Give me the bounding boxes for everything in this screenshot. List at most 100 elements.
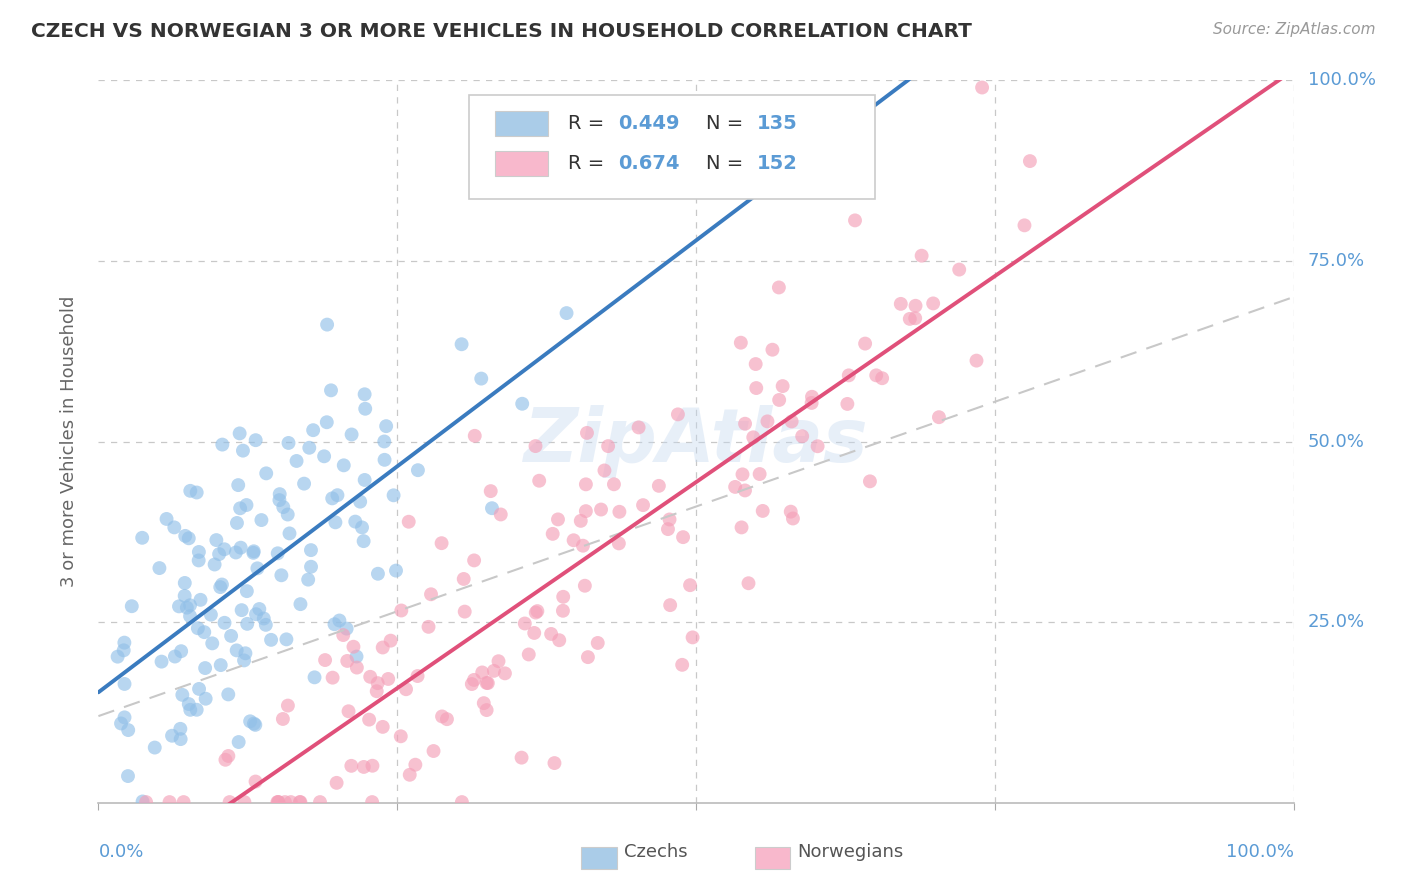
Text: 0.674: 0.674 [619, 153, 679, 173]
Point [245, 774, 267, 789]
Point [870, 371, 893, 385]
Point [314, 653, 336, 667]
Point [167, 599, 190, 614]
Point [737, 576, 759, 591]
Point [346, 649, 368, 664]
Point [373, 434, 395, 449]
Point [551, 604, 574, 618]
Point [214, 542, 236, 557]
Point [204, 558, 226, 572]
Point [745, 381, 768, 395]
Text: Source: ZipAtlas.com: Source: ZipAtlas.com [1212, 22, 1375, 37]
Point [966, 353, 988, 368]
Point [748, 467, 770, 481]
Point [322, 671, 344, 685]
Point [479, 484, 502, 499]
Point [292, 476, 315, 491]
Point [742, 430, 765, 444]
Point [218, 795, 240, 809]
FancyBboxPatch shape [495, 112, 548, 136]
Point [768, 280, 790, 294]
Point [219, 629, 242, 643]
Point [321, 491, 343, 506]
FancyBboxPatch shape [495, 151, 548, 176]
Point [865, 368, 887, 383]
Point [489, 508, 512, 522]
Point [481, 501, 503, 516]
Point [553, 590, 575, 604]
Point [768, 392, 790, 407]
Point [246, 561, 269, 575]
Point [598, 439, 620, 453]
Point [226, 516, 249, 530]
Point [361, 795, 384, 809]
Point [576, 650, 599, 665]
Text: 135: 135 [756, 114, 797, 133]
Point [309, 795, 332, 809]
Point [346, 660, 368, 674]
Point [340, 427, 363, 442]
Point [658, 512, 681, 526]
Point [475, 703, 498, 717]
Point [526, 604, 548, 618]
Point [671, 657, 693, 672]
Point [226, 478, 249, 492]
Point [173, 795, 195, 809]
Point [316, 318, 339, 332]
Point [225, 643, 247, 657]
Point [609, 505, 631, 519]
Point [385, 564, 408, 578]
Point [228, 426, 250, 441]
Point [298, 441, 321, 455]
Point [420, 587, 443, 601]
Point [463, 673, 485, 687]
Text: 0.449: 0.449 [619, 114, 679, 133]
Point [208, 547, 231, 561]
Point [586, 636, 609, 650]
Text: N =: N = [706, 153, 749, 173]
Point [353, 387, 375, 401]
Point [297, 573, 319, 587]
Point [177, 531, 200, 545]
Text: 25.0%: 25.0% [1308, 613, 1365, 632]
Point [730, 520, 752, 534]
Point [160, 729, 183, 743]
Point [382, 488, 405, 502]
Point [169, 722, 191, 736]
Y-axis label: 3 or more Vehicles in Household: 3 or more Vehicles in Household [59, 296, 77, 587]
Point [235, 646, 257, 660]
Point [648, 479, 671, 493]
Point [277, 698, 299, 713]
Point [285, 454, 308, 468]
Point [461, 677, 484, 691]
Point [679, 578, 702, 592]
Point [464, 429, 486, 443]
Point [756, 414, 779, 428]
Point [325, 776, 347, 790]
Text: 50.0%: 50.0% [1308, 433, 1365, 450]
Point [271, 500, 294, 514]
Point [179, 483, 201, 498]
Point [242, 546, 264, 560]
Text: ZipAtlas: ZipAtlas [523, 405, 869, 478]
Point [404, 757, 426, 772]
Point [948, 262, 970, 277]
Point [800, 396, 823, 410]
Point [200, 607, 222, 622]
Point [214, 615, 236, 630]
Point [266, 795, 288, 809]
Point [143, 740, 166, 755]
Point [131, 531, 153, 545]
Point [267, 795, 290, 809]
Point [367, 566, 389, 581]
Point [288, 795, 311, 809]
Point [734, 417, 756, 431]
Point [430, 536, 453, 550]
Point [269, 493, 291, 508]
Point [187, 545, 209, 559]
Point [911, 249, 934, 263]
Point [277, 508, 299, 522]
Point [471, 665, 494, 680]
Point [744, 357, 766, 371]
Point [177, 697, 200, 711]
